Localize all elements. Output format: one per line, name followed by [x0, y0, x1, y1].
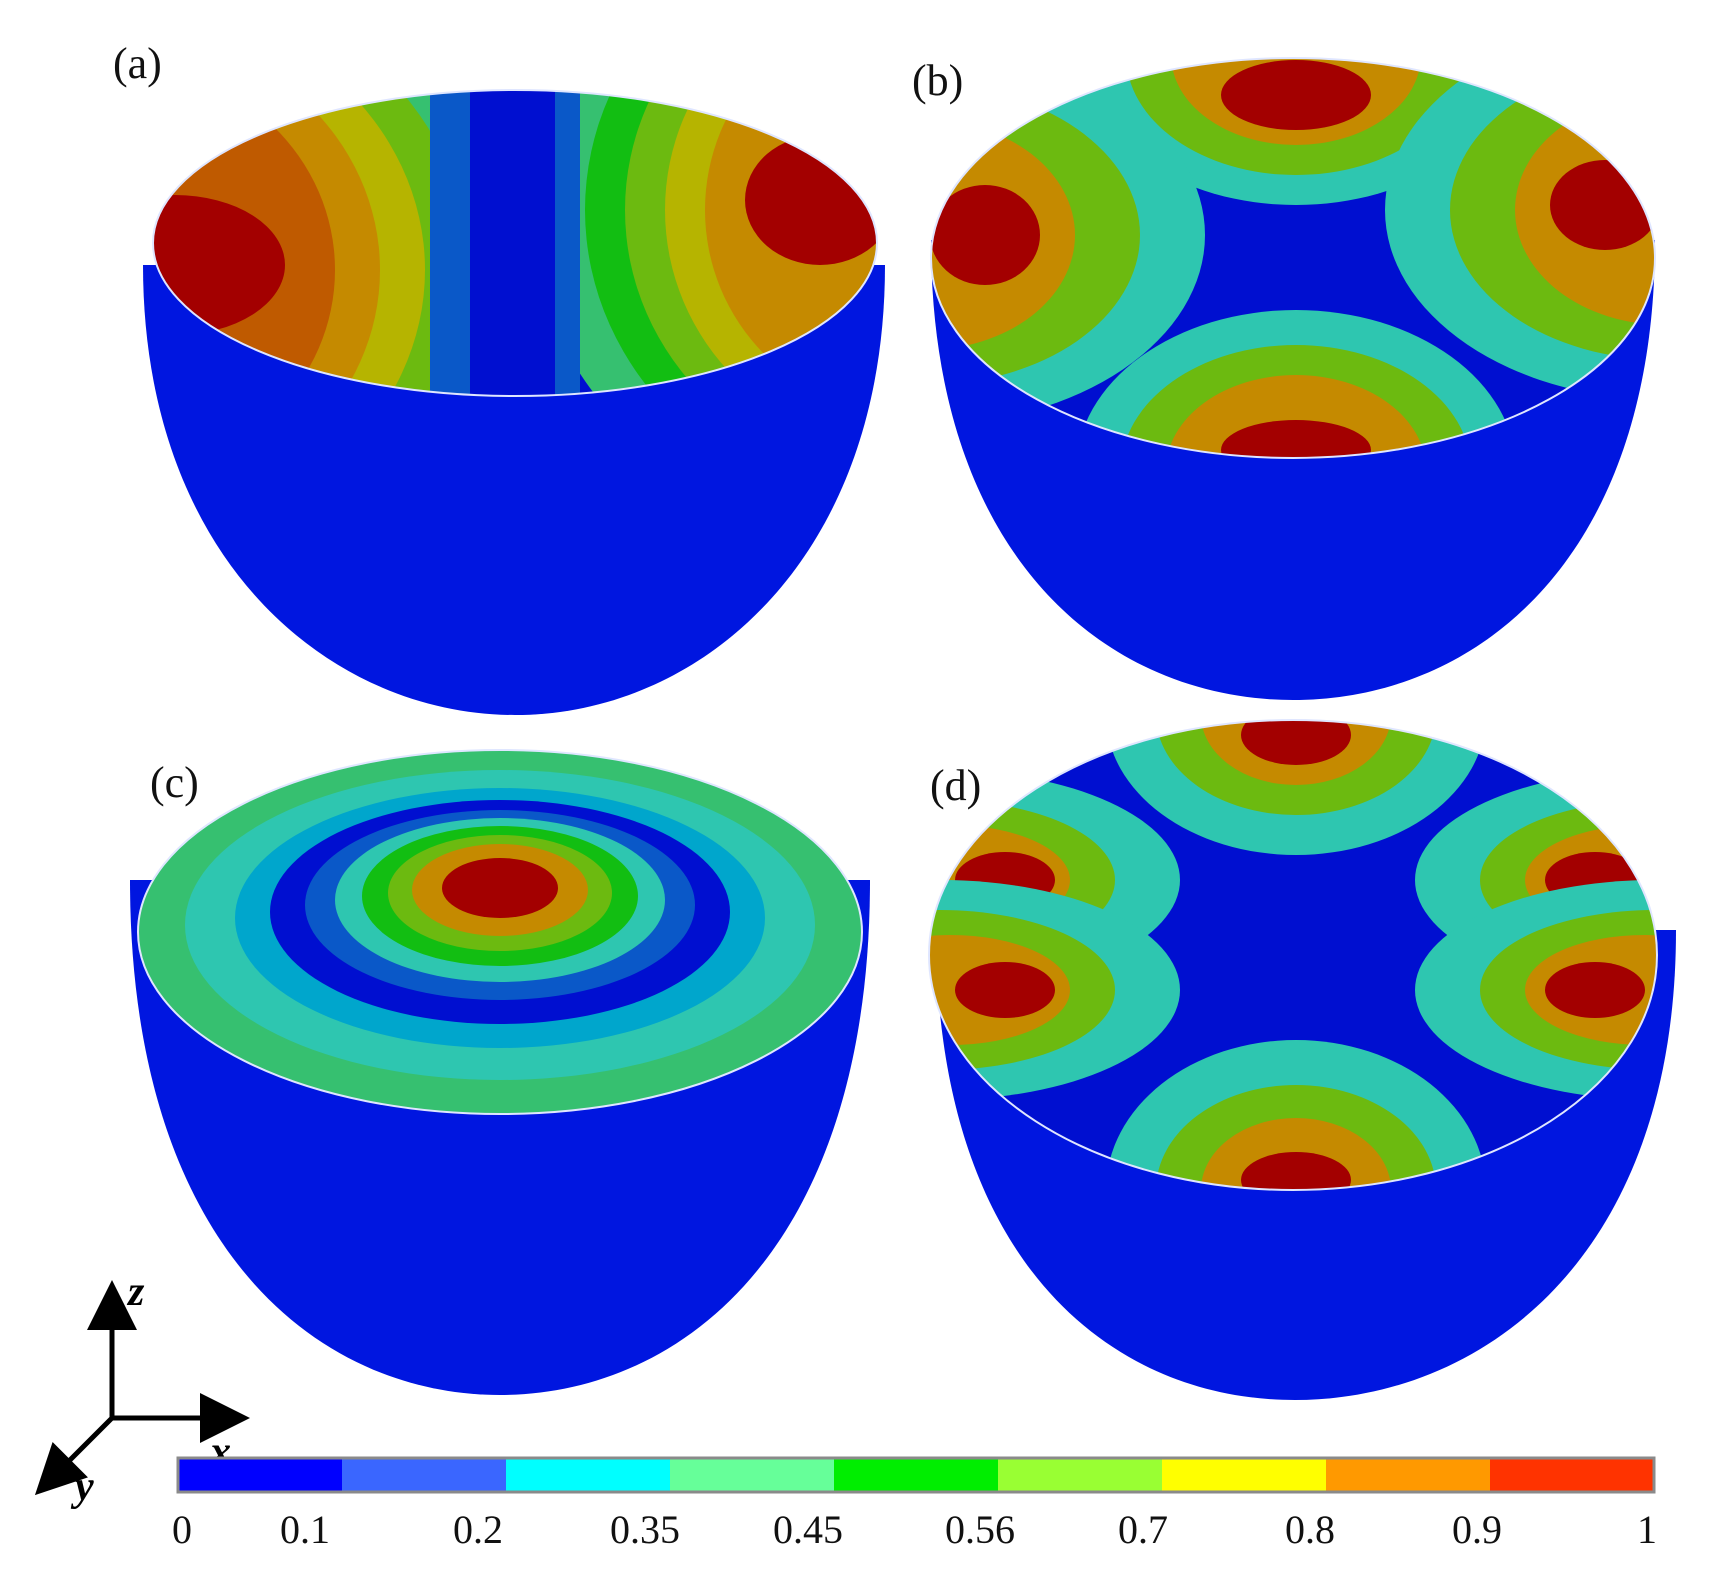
colorbar-tick-label: 0.45	[773, 1507, 843, 1552]
colorbar-tick-label: 0	[172, 1507, 192, 1552]
colorbar-tick-label: 0.2	[453, 1507, 503, 1552]
colorbar-tick-label: 0.35	[610, 1507, 680, 1552]
hemisphere-shell-a	[143, 265, 885, 715]
colorbar-frame	[176, 1456, 1656, 1494]
panel-b: (b)	[912, 56, 1656, 700]
panel-c: (c)	[130, 749, 870, 1395]
colorbar-tick-label: 0.56	[945, 1507, 1015, 1552]
y-axis-arrow	[34, 1416, 114, 1496]
colorbar-cell	[1326, 1458, 1491, 1492]
y-axis-label: y	[70, 1464, 94, 1510]
colorbar: 0 0.1 0.2 0.35 0.45 0.56 0.7 0.8 0.9 1	[172, 1456, 1657, 1552]
panel-label-a: (a)	[113, 39, 162, 88]
colorbar-cell	[1490, 1458, 1655, 1492]
panel-label-d: (d)	[930, 761, 981, 810]
colorbar-cell	[506, 1458, 671, 1492]
colorbar-ticks: 0 0.1 0.2 0.35 0.45 0.56 0.7 0.8 0.9 1	[172, 1507, 1657, 1552]
colorbar-cell	[178, 1458, 343, 1492]
colorbar-tick-label: 0.8	[1285, 1507, 1335, 1552]
colorbar-cell	[342, 1458, 507, 1492]
coordinate-axes: z x y	[34, 1269, 250, 1510]
panel-label-b: (b)	[912, 56, 963, 105]
colorbar-tick-label: 1	[1637, 1507, 1657, 1552]
colorbar-cell	[1162, 1458, 1327, 1492]
panel-label-c: (c)	[150, 758, 199, 807]
colorbar-tick-label: 0.7	[1118, 1507, 1168, 1552]
colorbar-cell	[998, 1458, 1163, 1492]
colorbar-cell	[670, 1458, 835, 1492]
colorbar-cells	[178, 1458, 1655, 1492]
contour-cap-b	[931, 58, 1655, 458]
colorbar-tick-label: 0.9	[1452, 1507, 1502, 1552]
colorbar-tick-label: 0.1	[280, 1507, 330, 1552]
z-axis-label: z	[126, 1269, 145, 1315]
contour-cap-c	[138, 750, 862, 1114]
colorbar-cell	[834, 1458, 999, 1492]
